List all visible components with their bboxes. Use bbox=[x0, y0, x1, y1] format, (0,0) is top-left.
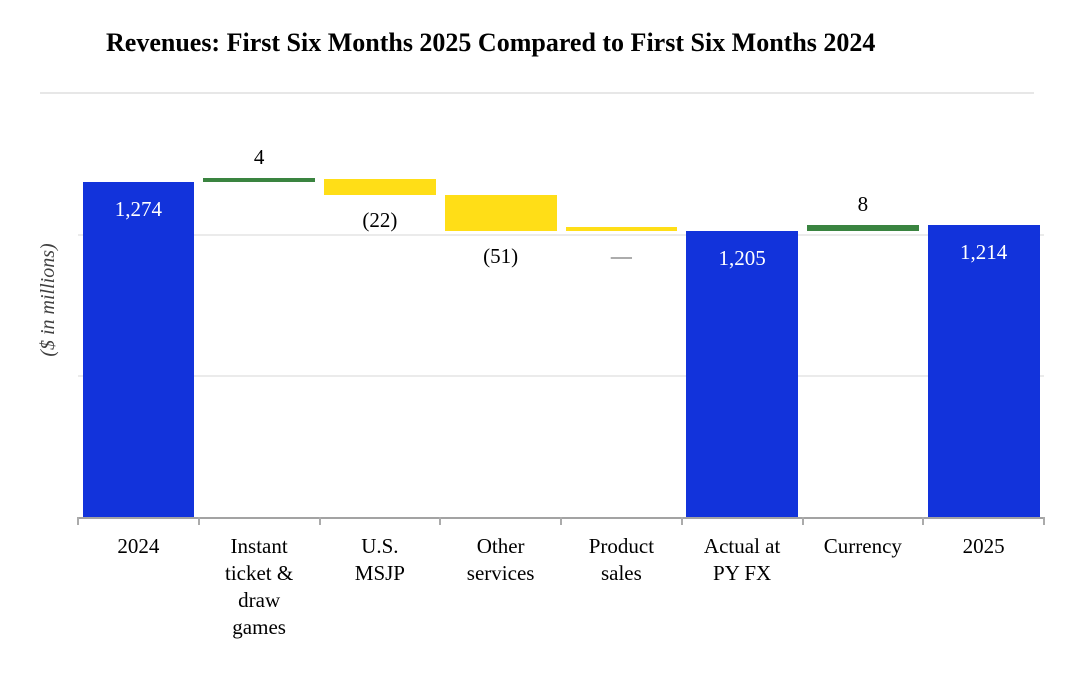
x-axis-tick bbox=[439, 516, 442, 525]
bar-value-label-2024: 1,274 bbox=[114, 197, 162, 222]
x-axis-tick bbox=[1043, 516, 1045, 525]
waterfall-bar-currency bbox=[807, 225, 919, 231]
bar-value-label-other-services: (51) bbox=[483, 243, 519, 268]
bar-value-label-actual-at-py-fx: 1,205 bbox=[718, 245, 766, 270]
bar-value-label-currency: 8 bbox=[857, 192, 869, 217]
bar-value-label-2025: 1,214 bbox=[960, 239, 1008, 264]
x-category-label-2024: 2024 bbox=[117, 534, 160, 558]
x-category-label-2025: 2025 bbox=[962, 534, 1005, 558]
chart-top-border-line bbox=[40, 92, 1034, 94]
x-category-label-currency: Currency bbox=[823, 534, 902, 558]
waterfall-bar-actual-at-py-fx bbox=[686, 230, 798, 518]
gridline-1000 bbox=[78, 375, 1044, 377]
gridline-1200 bbox=[78, 233, 1044, 236]
bar-value-label-product-sales: — bbox=[610, 243, 632, 268]
x-axis-tick bbox=[197, 516, 200, 525]
x-axis-tick bbox=[560, 516, 562, 525]
waterfall-bar-2024 bbox=[82, 182, 195, 518]
waterfall-bar-2025 bbox=[927, 224, 1040, 518]
x-category-label-product-sales: Product sales bbox=[588, 534, 655, 585]
bar-value-label-u-s-msjp: (22) bbox=[362, 207, 398, 232]
x-axis-tick bbox=[77, 516, 79, 525]
bar-value-label-instant-ticket-draw-games: 4 bbox=[253, 145, 265, 170]
waterfall-bar-instant-ticket-draw-games bbox=[203, 178, 315, 183]
x-axis-tick bbox=[922, 516, 925, 525]
x-category-label-u-s-msjp: U.S. MSJP bbox=[354, 534, 405, 585]
chart-title: Revenues: First Six Months 2025 Compared… bbox=[106, 28, 876, 57]
x-category-label-instant-ticket-draw-games: Instant ticket & draw games bbox=[225, 534, 294, 639]
x-category-label-other-services: Other services bbox=[466, 534, 535, 585]
x-category-label-actual-at-py-fx: Actual at PY FX bbox=[703, 534, 781, 585]
x-axis-tick bbox=[801, 516, 804, 525]
waterfall-bar-other-services bbox=[444, 194, 557, 231]
waterfall-bar-u-s-msjp bbox=[324, 179, 436, 195]
waterfall-bar-product-sales bbox=[565, 226, 678, 231]
x-axis-tick bbox=[680, 516, 683, 525]
x-axis-tick bbox=[318, 516, 321, 525]
